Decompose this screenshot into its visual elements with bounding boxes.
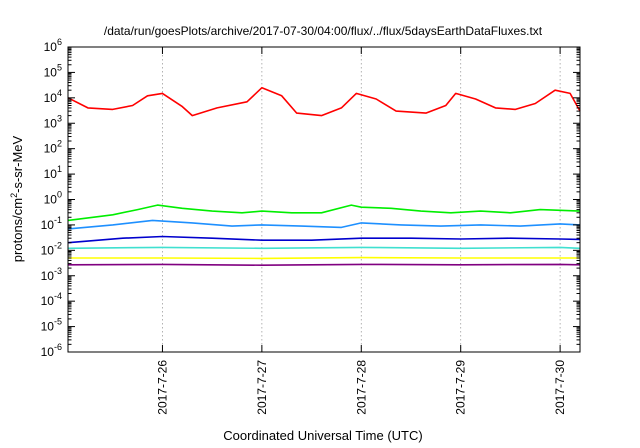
y-axis-label-prefix: protons/cm [10, 198, 25, 262]
y-axis-label-superscript: 2 [9, 193, 19, 198]
y-tick-label-8: 102 [44, 139, 62, 156]
y-tick-label-exponent: -2 [54, 240, 62, 250]
series-line-2 [67, 219, 581, 230]
y-tick-label-4: 10-2 [41, 240, 62, 257]
y-tick-label-exponent: -3 [54, 266, 62, 276]
y-tick-label-base: 10 [41, 218, 55, 232]
series-line-4 [67, 246, 581, 250]
y-tick-label-12: 106 [44, 37, 62, 54]
y-tick-label-base: 10 [41, 345, 55, 359]
series-line-0 [67, 86, 581, 117]
y-tick-label-exponent: 4 [57, 88, 62, 98]
grid-layer [162, 47, 561, 352]
y-tick-label-exponent: -4 [54, 291, 62, 301]
y-axis-label: protons/cm2-s-sr-MeV [9, 135, 25, 262]
series-layer [67, 86, 581, 266]
x-axis: 2017-7-26 2017-7-27 2017-7-28 2017-7-29 2017… [155, 47, 567, 415]
series-line-5 [68, 256, 580, 260]
y-tick-label-5: 10-1 [41, 215, 62, 232]
y-axis: 10-610-510-410-310-210-11001011021031041… [41, 37, 580, 359]
y-tick-label-exponent: -1 [54, 215, 62, 225]
y-tick-label-base: 10 [41, 320, 55, 334]
y-tick-label-exponent: 1 [57, 164, 62, 174]
y-axis-label-suffix: -s-sr-MeV [10, 135, 25, 192]
y-tick-label-base: 10 [44, 193, 58, 207]
y-tick-label-base: 10 [44, 40, 58, 54]
y-tick-label-0: 10-6 [41, 342, 62, 359]
y-tick-label-base: 10 [44, 142, 58, 156]
y-tick-label-9: 103 [44, 113, 62, 130]
y-tick-label-base: 10 [44, 65, 58, 79]
y-tick-label-2: 10-4 [41, 291, 62, 308]
y-tick-label-base: 10 [41, 243, 55, 257]
y-tick-label-exponent: 6 [57, 37, 62, 47]
x-tick-label-0: 2017-7-26 [155, 360, 169, 415]
series-line-1 [67, 204, 581, 222]
y-tick-label-base: 10 [44, 167, 58, 181]
y-tick-label-exponent: 5 [57, 62, 62, 72]
x-tick-label-1: 2017-7-27 [255, 360, 269, 415]
x-axis-label: Coordinated Universal Time (UTC) [223, 428, 422, 443]
y-tick-label-exponent: 2 [57, 139, 62, 149]
y-tick-label-exponent: 0 [57, 190, 62, 200]
y-tick-label-10: 104 [44, 88, 62, 105]
series-line-3 [67, 235, 581, 244]
series-line-6 [67, 263, 581, 266]
x-tick-label-4: 2017-7-30 [553, 360, 567, 415]
y-tick-label-7: 101 [44, 164, 62, 181]
y-tick-label-base: 10 [41, 269, 55, 283]
x-tick-label-2: 2017-7-28 [354, 360, 368, 415]
plot-frame [67, 46, 581, 353]
y-tick-label-base: 10 [44, 116, 58, 130]
y-tick-label-6: 100 [44, 190, 62, 207]
y-tick-label-3: 10-3 [41, 266, 62, 283]
x-tick-label-3: 2017-7-29 [454, 360, 468, 415]
y-tick-label-exponent: -5 [54, 317, 62, 327]
chart-title: /data/run/goesPlots/archive/2017-07-30/0… [104, 24, 543, 38]
y-tick-label-11: 105 [44, 62, 62, 79]
y-tick-label-base: 10 [44, 91, 58, 105]
y-tick-label-exponent: -6 [54, 342, 62, 352]
y-tick-label-exponent: 3 [57, 113, 62, 123]
y-tick-label-base: 10 [41, 294, 55, 308]
y-tick-label-1: 10-5 [41, 317, 62, 334]
